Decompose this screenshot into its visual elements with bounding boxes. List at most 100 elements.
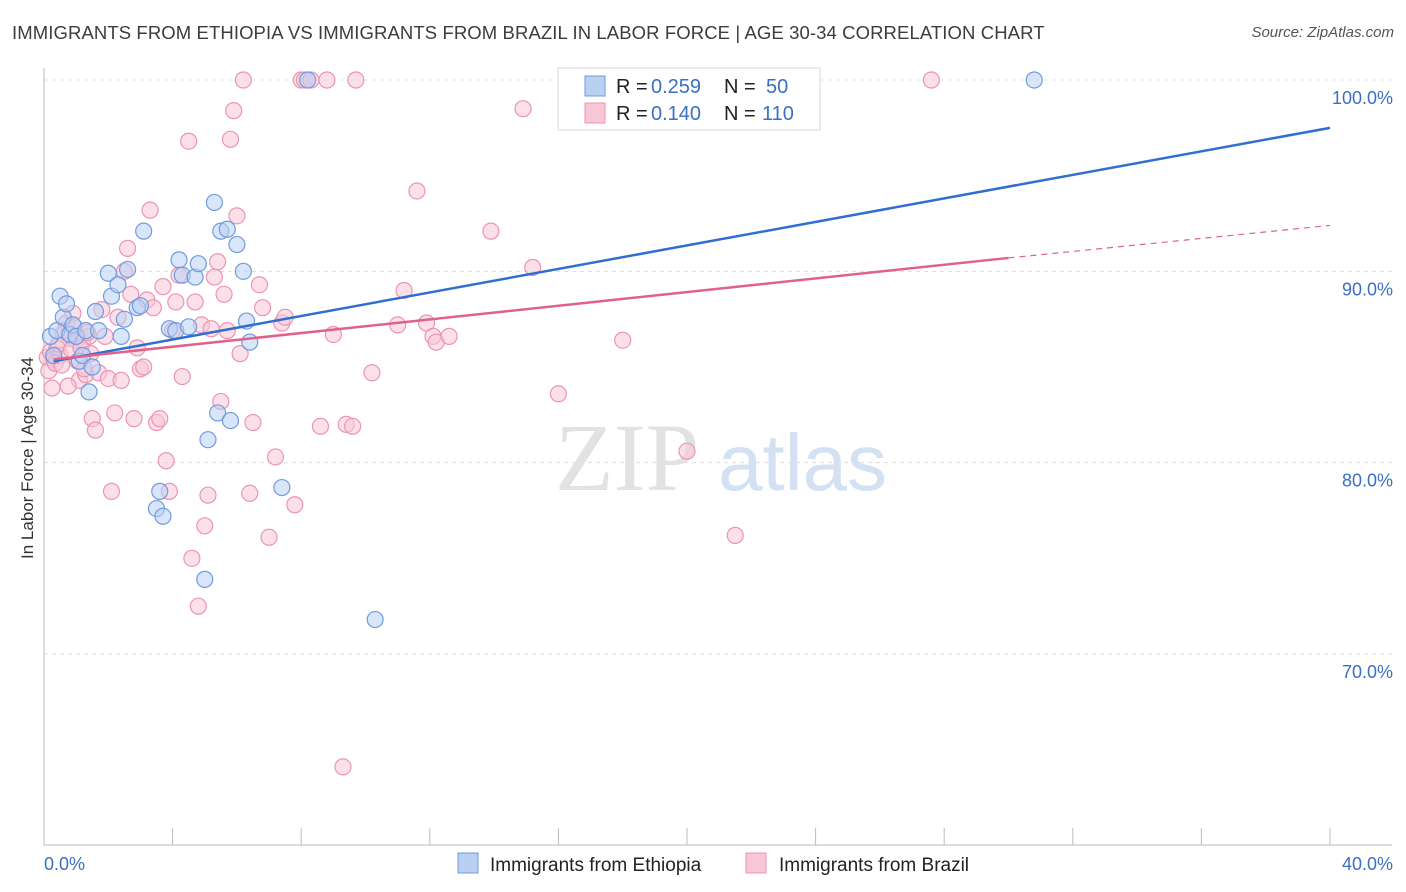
point-brazil-79 — [347, 71, 365, 89]
point-brazil-48 — [196, 517, 214, 535]
point-ethiopia-21 — [118, 260, 137, 279]
point-brazil-65 — [260, 528, 278, 546]
point-ethiopia-13 — [83, 358, 101, 376]
point-ethiopia-12 — [80, 383, 98, 401]
point-brazil-45 — [186, 293, 204, 311]
legend-n-label-ethiopia: N = — [724, 76, 756, 98]
y-axis-title: In Labor Force | Age 30-34 — [18, 357, 37, 559]
point-brazil-78 — [344, 417, 362, 435]
point-brazil-59 — [231, 345, 249, 363]
point-brazil-76 — [334, 758, 352, 776]
gridlines — [44, 79, 1392, 655]
point-brazil-32 — [141, 201, 159, 219]
point-brazil-90 — [524, 258, 542, 277]
bottom-legend: Immigrants from Ethiopia Immigrants from… — [457, 852, 969, 876]
data-points — [38, 71, 1043, 776]
point-brazil-81 — [389, 316, 407, 334]
legend-swatch-ethiopia — [584, 75, 606, 97]
trend-line-brazil-extension — [1008, 224, 1331, 259]
point-brazil-43 — [180, 132, 198, 150]
watermark-atlas: atlas — [718, 418, 887, 507]
point-brazil-51 — [205, 268, 223, 286]
point-ethiopia-18 — [109, 276, 127, 294]
bottom-legend-label-ethiopia: Immigrants from Ethiopia — [490, 855, 702, 876]
legend-r-label-ethiopia: R = — [616, 76, 648, 98]
point-ethiopia-14 — [86, 302, 105, 321]
point-ethiopia-20 — [115, 310, 133, 328]
point-brazil-20 — [102, 482, 121, 500]
point-ethiopia-16 — [99, 264, 117, 282]
point-brazil-44 — [183, 549, 201, 567]
point-ethiopia-49 — [1025, 71, 1043, 89]
point-brazil-40 — [167, 293, 185, 311]
x-tick-label-0: 0.0% — [44, 854, 85, 874]
point-brazil-15 — [86, 421, 105, 439]
point-brazil-35 — [151, 410, 169, 428]
point-ethiopia-42 — [228, 235, 246, 254]
point-ethiopia-40 — [218, 220, 236, 238]
point-brazil-61 — [241, 484, 259, 502]
trend-lines — [53, 126, 1331, 363]
point-brazil-74 — [318, 71, 336, 89]
point-brazil-73 — [311, 417, 330, 435]
point-ethiopia-38 — [209, 404, 227, 422]
point-ethiopia-46 — [273, 478, 291, 497]
point-brazil-62 — [244, 413, 262, 432]
point-brazil-102 — [59, 377, 77, 395]
point-brazil-21 — [106, 404, 124, 422]
point-brazil-52 — [209, 253, 227, 271]
trend-line-ethiopia — [53, 126, 1331, 363]
point-brazil-54 — [215, 285, 233, 303]
point-brazil-23 — [112, 371, 130, 389]
point-brazil-36 — [154, 278, 172, 296]
bottom-legend-label-brazil: Immigrants from Brazil — [779, 855, 969, 876]
legend-n-label-brazil: N = — [724, 103, 756, 125]
point-ethiopia-32 — [180, 318, 198, 336]
y-tick-label-3: 100.0% — [1332, 88, 1393, 108]
point-ethiopia-34 — [189, 255, 207, 273]
point-ethiopia-30 — [170, 251, 188, 269]
legend-r-brazil: 0.140 — [651, 103, 701, 125]
legend-r-label-brazil: R = — [616, 103, 648, 125]
point-brazil-64 — [254, 299, 272, 317]
bottom-legend-swatch-ethiopia — [457, 852, 479, 874]
point-ethiopia-26 — [151, 482, 169, 500]
point-ethiopia-47 — [299, 71, 317, 89]
point-ethiopia-45 — [241, 333, 259, 351]
point-brazil-69 — [286, 496, 304, 514]
watermark-zip: ZIP — [555, 404, 699, 511]
point-ethiopia-24 — [135, 222, 153, 240]
legend-n-ethiopia: 50 — [766, 76, 788, 98]
tick-labels: 70.0% 80.0% 90.0% 100.0% 0.0% 40.0% — [44, 88, 1393, 874]
point-brazil-89 — [514, 100, 532, 118]
source-label: Source: ZipAtlas.com — [1251, 24, 1394, 41]
point-brazil-46 — [189, 597, 207, 615]
point-brazil-37 — [157, 452, 175, 470]
point-ethiopia-19 — [112, 327, 130, 345]
point-ethiopia-43 — [234, 262, 252, 280]
point-ethiopia-41 — [221, 411, 240, 430]
legend: R = 0.259 N = 50 R = 0.140 N = 110 — [557, 67, 821, 131]
point-ethiopia-35 — [196, 570, 214, 588]
point-brazil-58 — [228, 207, 246, 225]
legend-r-ethiopia: 0.259 — [651, 76, 701, 98]
watermark: ZIP atlas — [555, 404, 887, 511]
point-brazil-93 — [678, 442, 696, 460]
point-brazil-56 — [221, 130, 240, 148]
y-tick-label-2: 90.0% — [1342, 279, 1393, 299]
point-brazil-60 — [234, 71, 252, 89]
point-ethiopia-48 — [366, 610, 384, 629]
point-brazil-63 — [250, 276, 269, 294]
chart-title: IMMIGRANTS FROM ETHIOPIA VS IMMIGRANTS F… — [12, 22, 1045, 43]
point-brazil-91 — [549, 385, 568, 403]
point-brazil-80 — [363, 364, 381, 382]
point-ethiopia-37 — [205, 193, 223, 212]
legend-swatch-brazil — [584, 102, 606, 124]
point-ethiopia-27 — [154, 507, 172, 525]
trend-line-brazil — [53, 256, 1009, 361]
point-brazil-94 — [726, 526, 744, 544]
axes — [43, 68, 1392, 846]
point-ethiopia-5 — [57, 295, 76, 313]
point-brazil-49 — [199, 486, 217, 504]
point-brazil-83 — [408, 182, 426, 200]
